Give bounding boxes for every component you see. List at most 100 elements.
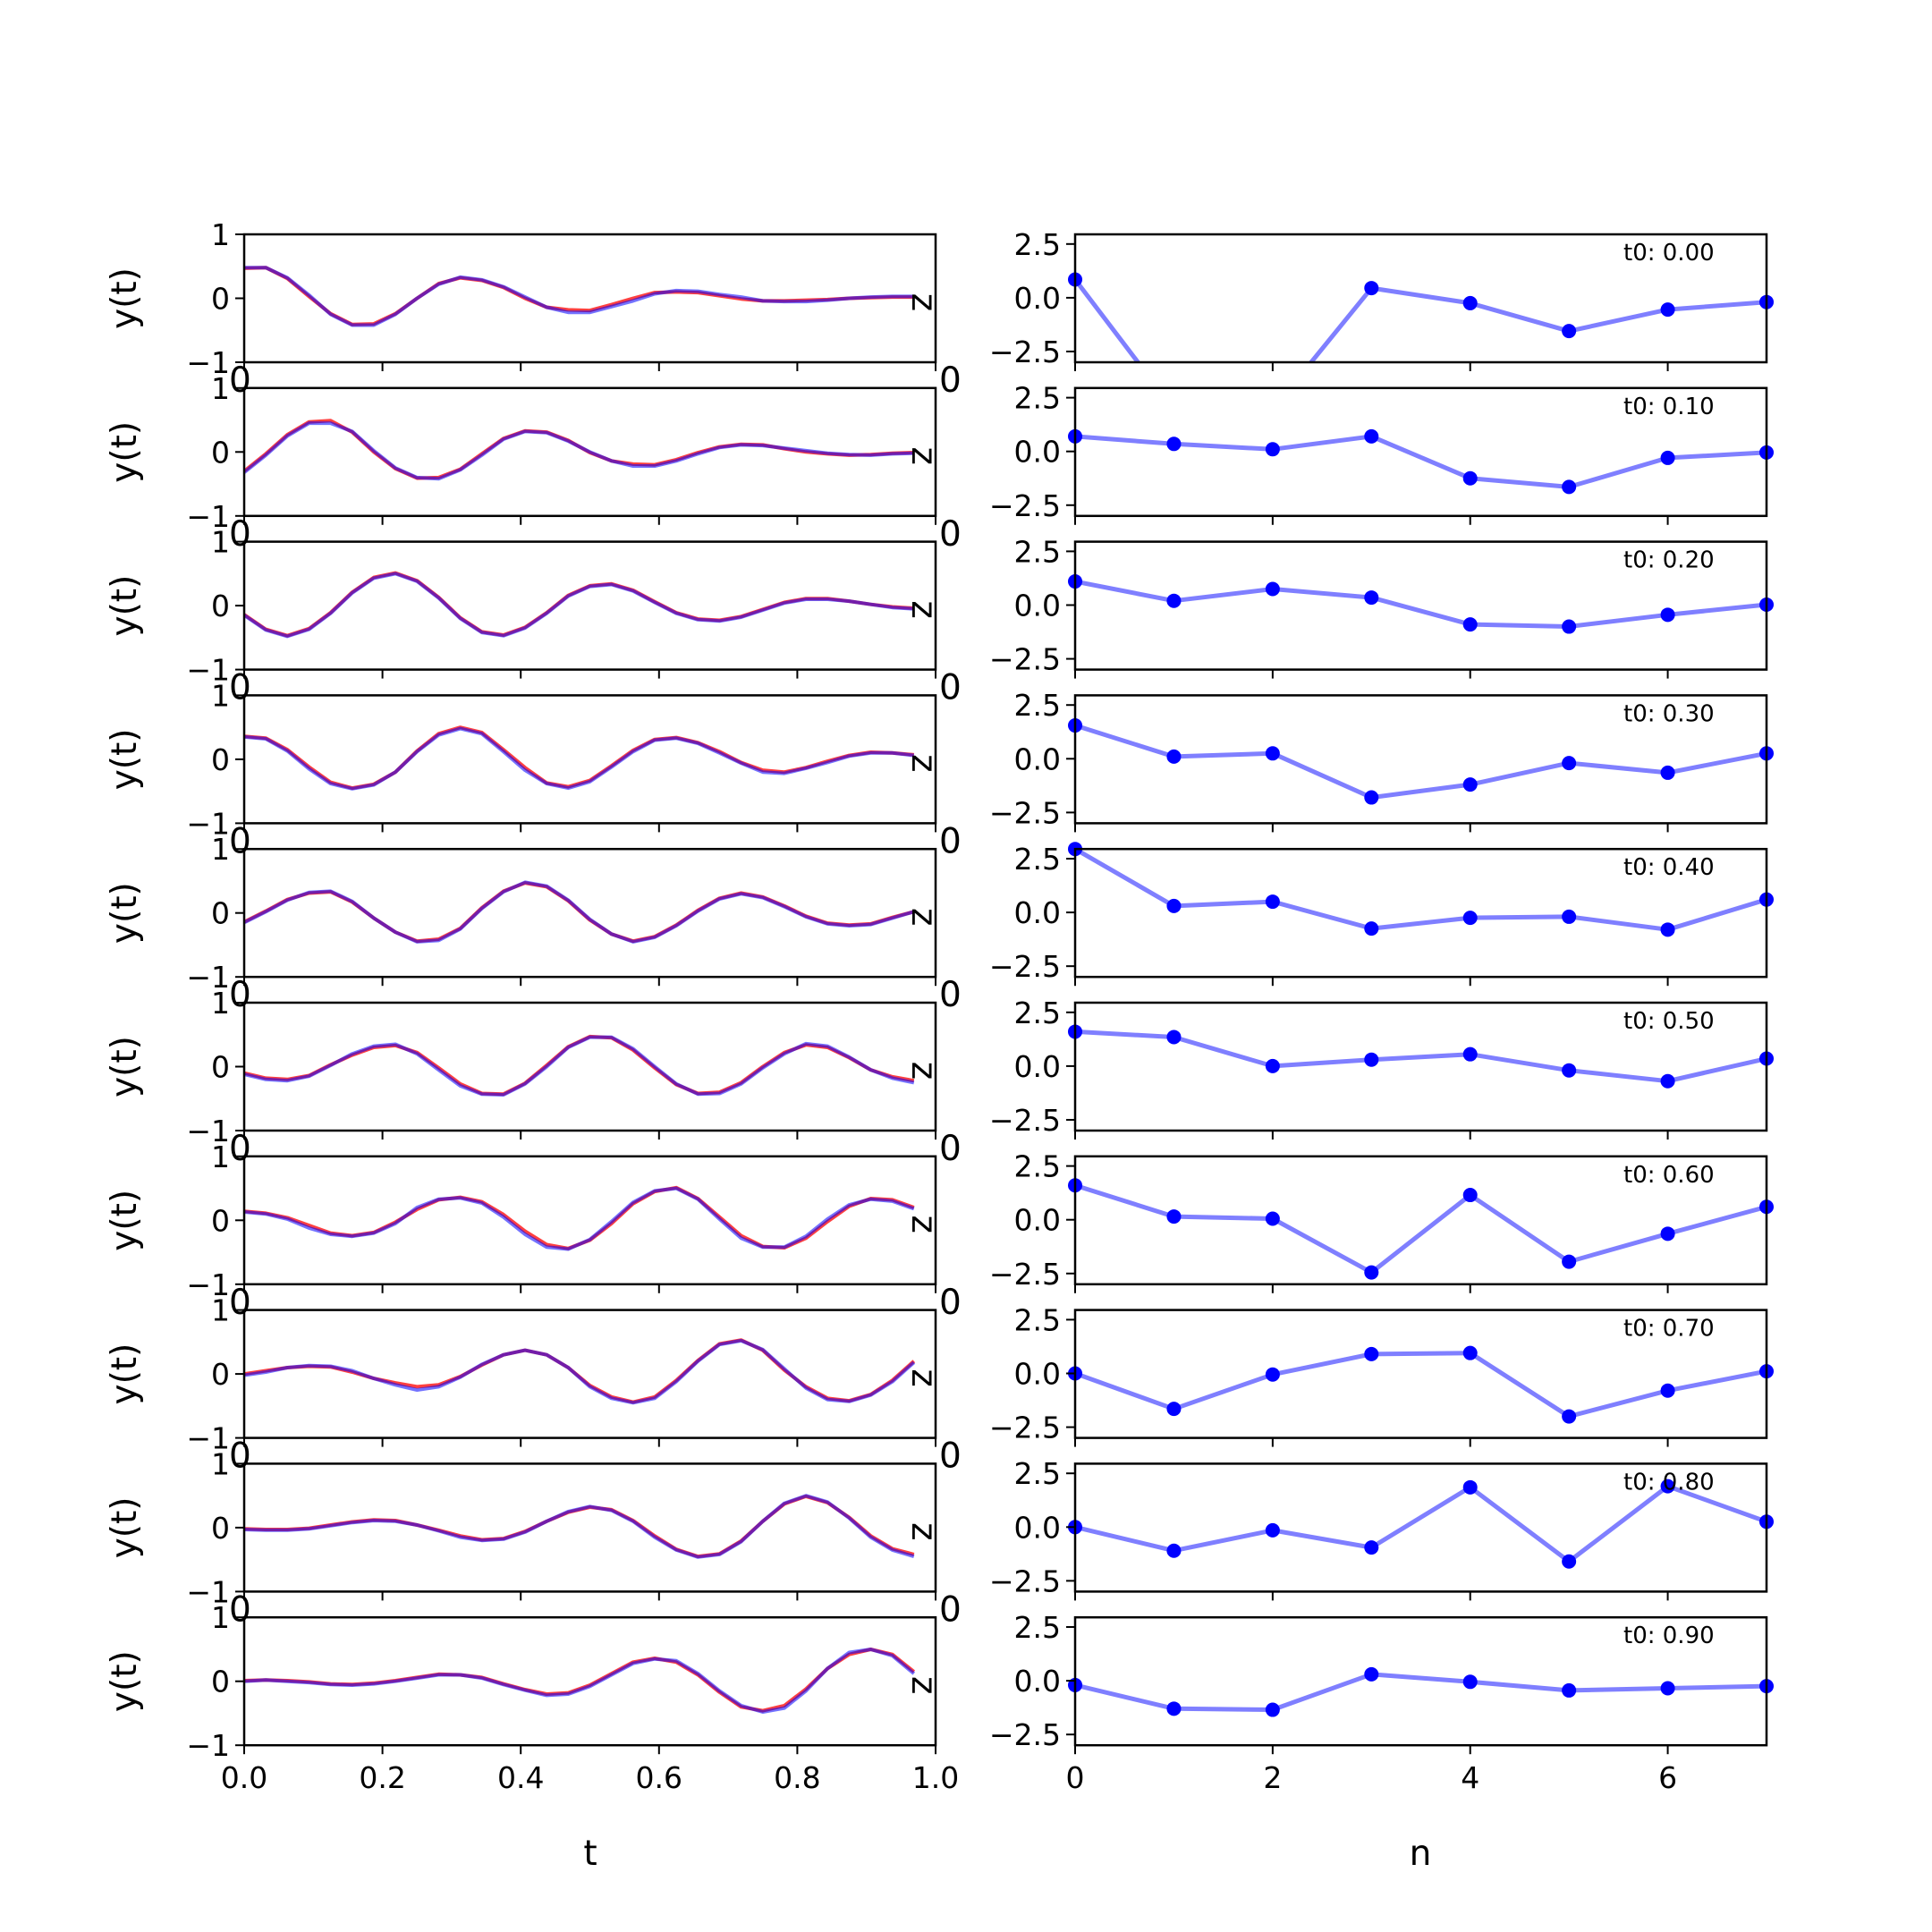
right-series-line xyxy=(1075,277,1767,362)
left-ytick-label: 1 xyxy=(211,371,230,406)
right-ytick-label: −2.5 xyxy=(989,488,1061,523)
left-truth-line xyxy=(244,421,914,481)
right-ytick-label: 0.0 xyxy=(1014,1356,1061,1391)
left-ytick-label: −1 xyxy=(186,653,230,688)
left-axes-frame xyxy=(242,1462,937,1593)
t0-label: t0: 0.40 xyxy=(1623,854,1715,881)
left-ylabel: y(t) xyxy=(105,1650,145,1712)
left-ytick-label: −1 xyxy=(186,1114,230,1148)
right-panel-4: −2.5 0.0 2.5 t0: 0.40 xyxy=(989,842,1774,987)
left-ylabel: y(t) xyxy=(105,1343,145,1405)
right-ytick-label: −2.5 xyxy=(989,949,1061,984)
left-recon-line xyxy=(244,1648,916,1713)
stray-mid-tick: 0 xyxy=(939,1283,962,1323)
t0-label: t0: 0.50 xyxy=(1623,1008,1715,1035)
right-data-point xyxy=(1265,894,1280,910)
right-data-point xyxy=(1462,617,1478,632)
side-z-label: z xyxy=(903,1368,944,1386)
left-truth-line xyxy=(244,1338,916,1405)
right-ytick-label: −2.5 xyxy=(989,1563,1061,1598)
right-data-point xyxy=(1166,1209,1182,1224)
left-recon-line xyxy=(244,266,914,326)
right-panel-1: −2.5 0.0 2.5 t0: 0.10 xyxy=(989,381,1774,525)
left-recon-line xyxy=(244,1494,915,1559)
right-ytick-label: −2.5 xyxy=(989,1103,1061,1138)
right-data-point xyxy=(1166,436,1182,452)
right-ytick-label: 0.0 xyxy=(1014,741,1061,776)
right-xtick-label: 6 xyxy=(1658,1760,1677,1795)
right-ytick-label: 2.5 xyxy=(1014,1149,1061,1184)
right-data-point xyxy=(1462,777,1478,792)
right-data-point xyxy=(1660,1681,1675,1696)
stray-mid-tick: 0 xyxy=(939,1436,962,1477)
right-ytick-label: 0.0 xyxy=(1014,895,1061,930)
right-data-point xyxy=(1462,295,1478,310)
left-axes-frame xyxy=(242,540,937,671)
left-ylabel: y(t) xyxy=(105,728,145,790)
left-ytick-label: 1 xyxy=(211,1140,230,1174)
left-ylabel: y(t) xyxy=(105,882,145,944)
right-ytick-label: 0.0 xyxy=(1014,588,1061,623)
left-ytick-label: 0 xyxy=(211,282,230,317)
right-data-point xyxy=(1462,1188,1478,1203)
left-ylabel: y(t) xyxy=(105,1496,145,1558)
right-panel-5: −2.5 0.0 2.5 t0: 0.50 xyxy=(989,996,1774,1140)
right-panel-6: −2.5 0.0 2.5 t0: 0.60 xyxy=(989,1149,1774,1293)
right-data-point xyxy=(1462,1674,1478,1690)
right-ytick-label: −2.5 xyxy=(989,1257,1061,1292)
right-data-point xyxy=(1265,746,1280,761)
left-ytick-label: 0 xyxy=(211,896,230,931)
stray-left-tick: 0 xyxy=(229,1129,251,1169)
t0-label: t0: 0.90 xyxy=(1623,1623,1715,1649)
right-data-point xyxy=(1660,1479,1675,1494)
right-series-line xyxy=(1075,579,1767,629)
right-data-point xyxy=(1660,1073,1675,1089)
t0-label: t0: 0.70 xyxy=(1623,1316,1715,1343)
right-data-point xyxy=(1166,749,1182,764)
right-data-point xyxy=(1562,1554,1577,1569)
stray-mid-tick: 0 xyxy=(939,360,962,401)
left-xtick-label: 1.0 xyxy=(912,1760,959,1795)
left-xtick-label: 0.4 xyxy=(497,1760,544,1795)
right-data-point xyxy=(1364,790,1379,805)
side-z-label: z xyxy=(903,1522,944,1540)
side-z-label: z xyxy=(903,1062,944,1080)
right-data-point xyxy=(1364,921,1379,936)
left-ylabel: y(t) xyxy=(105,575,145,637)
left-xtick-label: 0.6 xyxy=(636,1760,682,1795)
right-data-point xyxy=(1166,898,1182,913)
side-z-label: z xyxy=(903,908,944,926)
left-ytick-label: −1 xyxy=(186,1728,230,1763)
right-panel-8: −2.5 0.0 2.5 t0: 0.80 xyxy=(989,1456,1774,1601)
stray-left-tick: 0 xyxy=(229,821,251,861)
stray-left-tick: 0 xyxy=(229,668,251,708)
right-data-point xyxy=(1462,470,1478,486)
right-series-line xyxy=(1075,434,1767,489)
right-panel-9: −2.5 0.0 2.5 0 2 4 6 t0: 0.90 xyxy=(989,1610,1774,1795)
right-data-point xyxy=(1166,1543,1182,1558)
right-series-line xyxy=(1075,849,1767,932)
stray-left-tick: 0 xyxy=(229,1589,251,1630)
right-ytick-label: 0.0 xyxy=(1014,1510,1061,1545)
right-ytick-label: 2.5 xyxy=(1014,534,1061,569)
right-ytick-label: 0.0 xyxy=(1014,435,1061,470)
right-data-point xyxy=(1265,1522,1280,1538)
left-ytick-label: 1 xyxy=(211,1446,230,1481)
right-data-point xyxy=(1462,1479,1478,1495)
right-panel-2: −2.5 0.0 2.5 t0: 0.20 xyxy=(989,534,1774,679)
left-ytick-label: 0 xyxy=(211,1357,230,1392)
right-xtick-label: 2 xyxy=(1263,1760,1282,1795)
side-z-label: z xyxy=(903,754,944,772)
left-panel-9: −1 0 1 0.0 0.2 0.4 0.6 0.8 1.0 y(t) z xyxy=(105,1600,959,1795)
right-data-point xyxy=(1562,1254,1577,1269)
stray-left-tick: 0 xyxy=(229,975,251,1015)
right-data-point xyxy=(1462,911,1478,926)
right-data-point xyxy=(1265,442,1280,457)
right-data-point xyxy=(1660,607,1675,623)
right-data-point xyxy=(1265,1211,1280,1226)
right-ytick-label: −2.5 xyxy=(989,1411,1061,1445)
stray-left-tick: 0 xyxy=(229,360,251,401)
left-ytick-label: −1 xyxy=(186,345,230,380)
right-series-line xyxy=(1075,1484,1767,1564)
